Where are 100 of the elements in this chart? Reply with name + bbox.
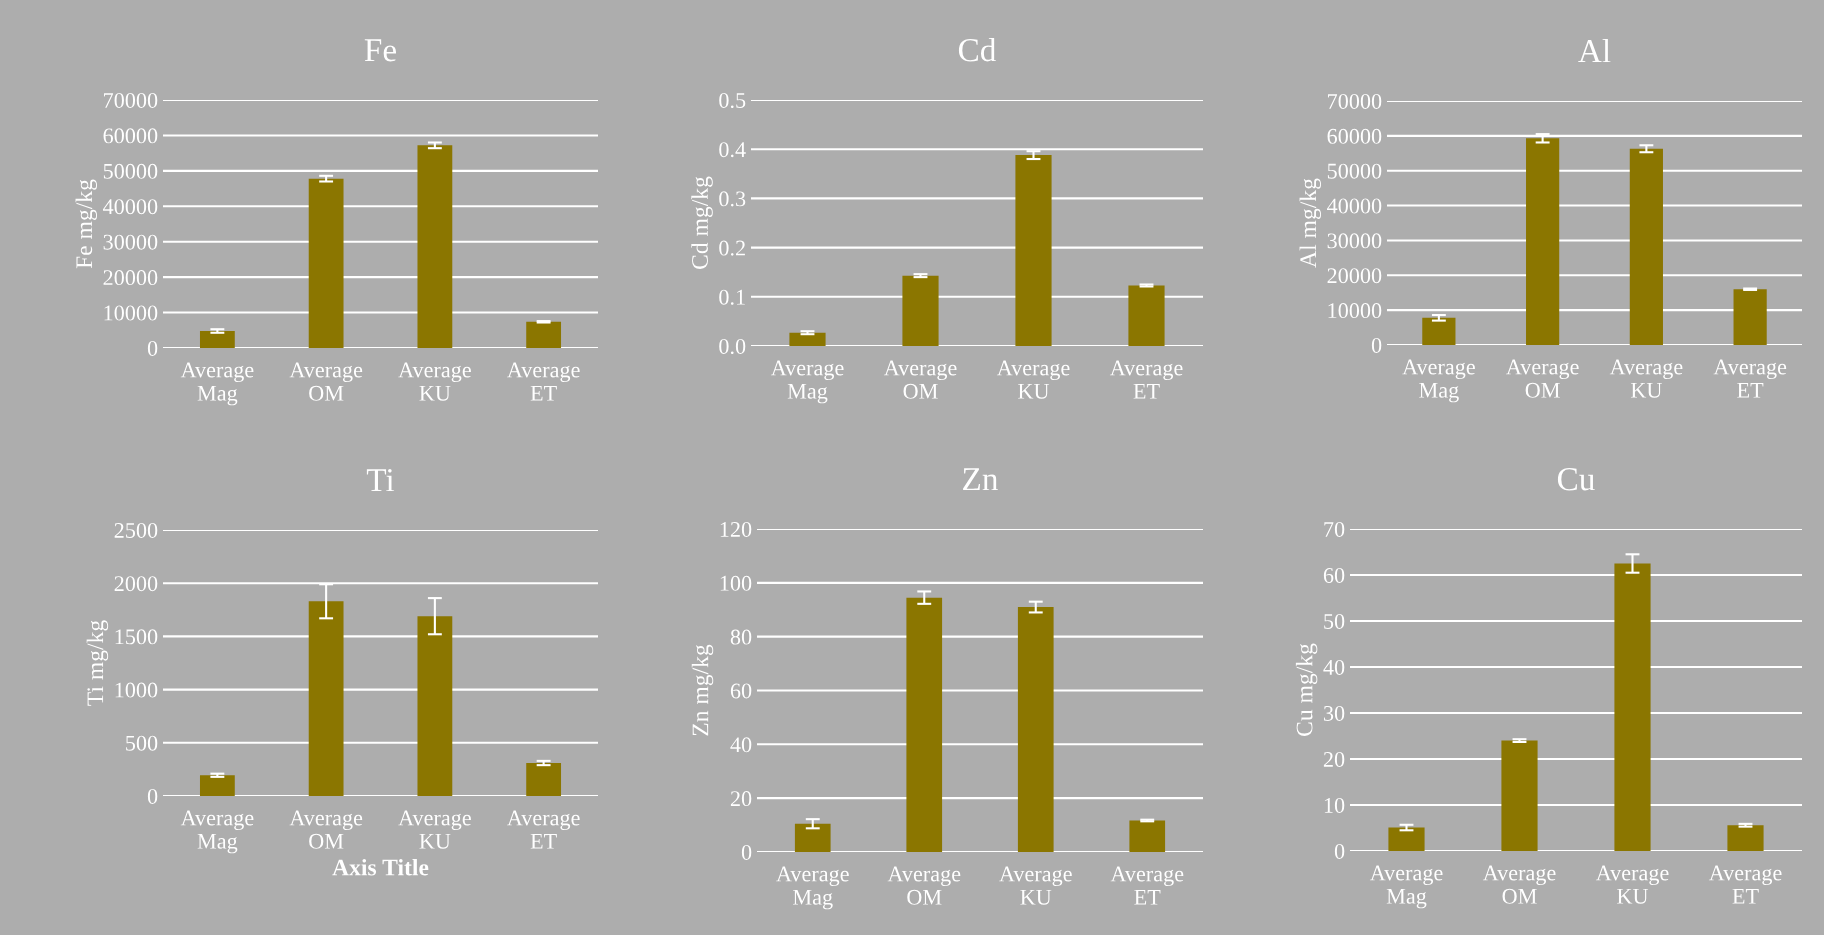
y-tick-label: 20000 (103, 270, 158, 286)
y-tick-label: 1000 (115, 682, 158, 698)
x-tick-label: Average ET (1708, 865, 1782, 904)
y-tick-label: 1500 (115, 629, 158, 645)
chart-title: Cd (958, 37, 997, 62)
y-tick-label: 0.4 (719, 142, 746, 158)
y-axis-title: Fe mg/kg (75, 179, 98, 269)
bar (199, 330, 235, 348)
x-tick-label: Average ET (1713, 359, 1787, 398)
y-tick-label: 0 (1334, 843, 1345, 859)
y-tick-label: 30 (1323, 705, 1345, 721)
y-axis-title: Cd mg/kg (691, 176, 713, 269)
x-tick-label: Average OM (887, 866, 961, 905)
bar (526, 763, 562, 796)
y-tick-label: 60 (1323, 567, 1345, 583)
y-tick-label: 0.0 (719, 338, 746, 355)
y-tick-label: 0 (147, 788, 158, 804)
y-axis-title: Cu mg/kg (1295, 643, 1318, 736)
bar (1614, 563, 1651, 851)
y-tick-label: 0 (741, 844, 752, 860)
y-tick-label: 50000 (103, 163, 158, 179)
x-tick-label: Average KU (999, 866, 1072, 905)
bar (1629, 148, 1663, 345)
x-tick-label: Average KU (398, 362, 471, 401)
bar (1129, 820, 1166, 852)
bar (417, 616, 453, 796)
y-tick-label: 120 (720, 521, 752, 537)
y-tick-label: 30000 (103, 234, 158, 250)
x-tick-label: Average ET (1109, 360, 1183, 399)
bar (1422, 317, 1456, 345)
x-tick-label: Average Mag (770, 360, 844, 404)
chart-title: Fe (364, 39, 397, 62)
y-tick-label: 80 (730, 629, 752, 645)
bar (1128, 285, 1165, 346)
bar (417, 145, 453, 348)
y-axis-title: Al mg/kg (1299, 178, 1322, 268)
y-tick-label: 0.5 (719, 92, 746, 109)
y-tick-label: 2500 (114, 522, 158, 538)
x-tick-label: Average KU (1609, 359, 1683, 398)
y-tick-label: 0.1 (719, 289, 745, 305)
bar (789, 332, 826, 346)
chart-title: Zn (963, 468, 999, 491)
bar (308, 178, 344, 348)
x-tick-label: Average OM (883, 360, 957, 399)
bar (526, 321, 562, 348)
x-tick-label: Average OM (289, 362, 363, 401)
y-tick-label: 0 (147, 340, 158, 356)
x-tick-label: Average Mag (180, 362, 254, 406)
y-tick-label: 70 (1324, 521, 1345, 537)
y-tick-label: 40 (730, 737, 752, 753)
bar (794, 823, 831, 852)
y-tick-label: 60000 (1327, 128, 1382, 144)
bar (199, 775, 235, 796)
y-tick-label: 10 (1324, 797, 1345, 813)
y-tick-label: 10000 (104, 305, 158, 321)
y-tick-label: 40000 (1327, 198, 1382, 214)
bar (308, 601, 344, 796)
bar (1388, 827, 1425, 851)
bar (902, 275, 939, 346)
y-tick-label: 100 (720, 575, 752, 591)
y-tick-label: 0 (1371, 337, 1382, 353)
x-tick-label: Average OM (1482, 865, 1556, 904)
x-tick-label: Average KU (398, 810, 471, 849)
x-tick-label: Average OM (1506, 359, 1579, 398)
y-tick-label: 30000 (1327, 233, 1382, 249)
chart-title: Al (1578, 38, 1611, 63)
y-axis-title: Ti mg/kg (86, 620, 109, 706)
y-tick-label: 50 (1324, 613, 1345, 629)
bar (1727, 825, 1764, 851)
x-tick-label: Average OM (289, 810, 363, 849)
y-tick-label: 50000 (1327, 163, 1382, 179)
y-tick-label: 40000 (103, 199, 158, 215)
y-tick-label: 70000 (1328, 93, 1382, 109)
bar (1501, 740, 1538, 851)
y-axis-title: Zn mg/kg (691, 644, 714, 736)
x-tick-label: Average KU (996, 360, 1070, 399)
bar (1017, 607, 1054, 852)
x-tick-label: Average ET (1110, 866, 1184, 905)
x-tick-label: Average Mag (776, 866, 849, 910)
x-tick-label: Average Mag (180, 810, 254, 854)
y-tick-label: 0.3 (719, 191, 746, 207)
x-tick-label: Average ET (507, 362, 580, 401)
bar (1015, 155, 1052, 346)
x-tick-label: Average Mag (1402, 359, 1475, 403)
y-tick-label: 60000 (103, 128, 158, 144)
y-tick-label: 70000 (104, 92, 158, 108)
y-tick-label: 40 (1323, 659, 1345, 675)
y-tick-label: 60 (730, 683, 752, 699)
bar (1733, 289, 1767, 345)
y-tick-label: 2000 (114, 576, 158, 592)
x-tick-label: Average ET (507, 810, 580, 849)
chart-title: Cu (1557, 468, 1595, 491)
y-tick-label: 20000 (1327, 268, 1382, 284)
bar (906, 597, 943, 852)
bar (1526, 138, 1560, 345)
y-tick-label: 20 (1323, 751, 1345, 767)
chart-title: Ti (366, 469, 395, 492)
y-tick-label: 0.2 (719, 240, 745, 256)
y-tick-label: 500 (126, 735, 158, 751)
x-tick-label: Average KU (1595, 865, 1669, 904)
